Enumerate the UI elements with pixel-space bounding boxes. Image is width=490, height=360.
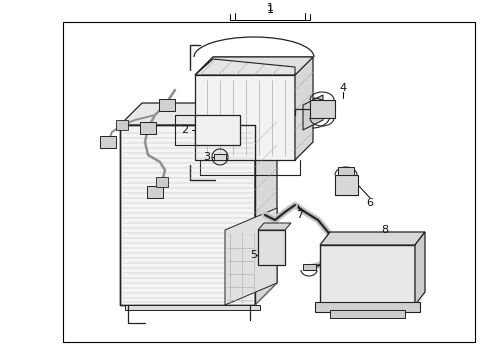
- Text: 4: 4: [340, 83, 346, 93]
- Text: 3: 3: [203, 152, 211, 162]
- Polygon shape: [303, 264, 316, 270]
- Polygon shape: [195, 115, 240, 145]
- Polygon shape: [147, 186, 163, 198]
- Polygon shape: [195, 57, 313, 75]
- Polygon shape: [100, 136, 116, 148]
- Polygon shape: [120, 125, 255, 305]
- Polygon shape: [338, 167, 354, 175]
- Text: 1: 1: [267, 5, 273, 15]
- Polygon shape: [303, 95, 323, 130]
- Polygon shape: [120, 103, 277, 125]
- Polygon shape: [310, 100, 335, 118]
- Polygon shape: [415, 232, 425, 305]
- Text: 8: 8: [381, 225, 389, 235]
- Text: 5: 5: [250, 250, 258, 260]
- Polygon shape: [258, 223, 291, 230]
- Polygon shape: [195, 57, 313, 75]
- Polygon shape: [116, 120, 128, 130]
- Text: 6: 6: [367, 198, 373, 208]
- Text: 7: 7: [296, 210, 304, 220]
- Polygon shape: [330, 310, 405, 318]
- Polygon shape: [335, 175, 358, 195]
- Polygon shape: [214, 154, 226, 160]
- Polygon shape: [156, 177, 168, 187]
- Polygon shape: [320, 232, 425, 245]
- Polygon shape: [125, 305, 260, 310]
- Polygon shape: [140, 122, 156, 134]
- Polygon shape: [320, 245, 415, 305]
- Polygon shape: [159, 99, 175, 111]
- Polygon shape: [195, 75, 295, 160]
- Polygon shape: [225, 208, 277, 305]
- Polygon shape: [295, 57, 313, 160]
- Text: 1: 1: [267, 3, 273, 13]
- Polygon shape: [255, 103, 277, 305]
- Polygon shape: [315, 302, 420, 312]
- Polygon shape: [258, 230, 285, 265]
- Text: 2: 2: [181, 125, 189, 135]
